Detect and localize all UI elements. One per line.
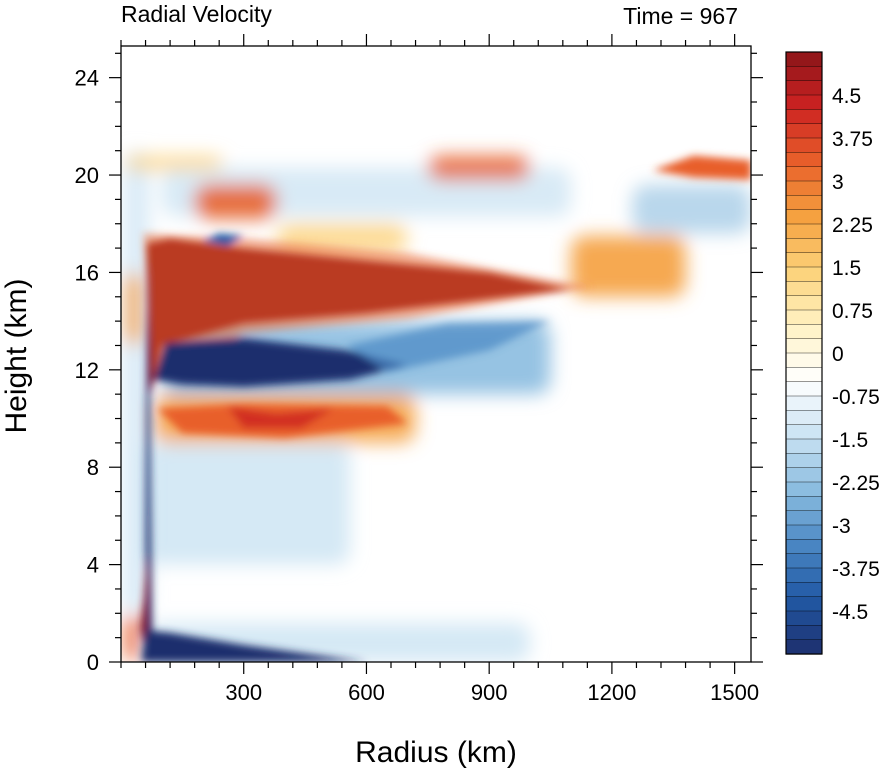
boundary-layer-inflow-core	[141, 630, 367, 662]
chart-title-left: Radial Velocity	[121, 1, 272, 27]
colorbar-bin	[785, 610, 823, 626]
x-axis-title: Radius (km)	[355, 736, 517, 769]
y-tick-label: 0	[87, 650, 99, 675]
colorbar-bin	[785, 252, 823, 268]
lower-weak-outflow	[125, 613, 142, 662]
upper-outflow-halo	[143, 233, 592, 382]
colorbar-bin	[785, 453, 823, 469]
colorbar-bin	[785, 625, 823, 641]
x-tick-label: 1200	[587, 680, 636, 705]
chart-title-right: Time = 967	[623, 3, 738, 29]
colorbar-bin	[785, 381, 823, 397]
field-core-layer	[139, 155, 751, 662]
colorbar-frame	[785, 51, 823, 655]
colorbar-bin	[785, 639, 823, 655]
colorbar-bin	[785, 438, 823, 454]
colorbar-bin	[785, 467, 823, 483]
upper-inflow-light-1350	[632, 184, 751, 234]
colorbar-bin	[785, 582, 823, 598]
weak-outflow-near-axis	[125, 272, 144, 346]
outflow-18km-250	[194, 184, 277, 219]
x-tick-label: 600	[348, 680, 385, 705]
outer-upper-outflow	[571, 235, 686, 297]
colorbar-bin	[785, 94, 823, 110]
weak-inflow-lower-trop	[145, 442, 351, 565]
colorbar-bin	[785, 324, 823, 340]
colorbar-bin	[785, 424, 823, 440]
y-tick-label: 16	[75, 260, 99, 285]
axis-ticks: 300 600 900 1200 1500 0 4 8 12 16 20 24	[75, 34, 763, 705]
x-tick-label: 300	[225, 680, 262, 705]
y-tick-label: 12	[75, 358, 99, 383]
colorbar-bin	[785, 152, 823, 168]
colorbar-label: 4.5	[832, 85, 861, 108]
colorbar-bin	[785, 281, 823, 297]
colorbar-bin	[785, 223, 823, 239]
colorbar-label: -4.5	[832, 601, 868, 624]
colorbar-label: -3	[832, 515, 851, 538]
colorbar-label: -1.5	[832, 429, 868, 452]
colorbar-bin	[785, 51, 823, 67]
colorbar-bin	[785, 180, 823, 196]
colorbar-label: -3.75	[832, 558, 880, 581]
colorbar-bin	[785, 166, 823, 182]
inflow-blob-17km-200	[202, 233, 244, 246]
colorbar-bin	[785, 553, 823, 569]
outflow-20km-850	[427, 155, 531, 180]
colorbar-label: -2.25	[832, 472, 880, 495]
colorbar-bin	[785, 238, 823, 254]
upper-inflow-core	[153, 338, 408, 387]
colorbar-bin	[785, 510, 823, 526]
colorbar-label: -0.75	[832, 386, 880, 409]
colorbar-bin	[785, 338, 823, 354]
colorbar-bin	[785, 524, 823, 540]
colorbar-label: 3	[832, 171, 844, 194]
colorbar-bin	[785, 266, 823, 282]
colorbar-bin	[785, 66, 823, 82]
colorbar-bin	[785, 195, 823, 211]
colorbar-bin	[785, 481, 823, 497]
colorbar-label: 0	[832, 343, 844, 366]
colorbar-bin	[785, 367, 823, 383]
colorbar-bin	[785, 295, 823, 311]
colorbar-label: 3.75	[832, 128, 873, 151]
colorbar-bin	[785, 309, 823, 325]
tropopause-outflow-core	[652, 155, 751, 180]
eyewall-inflow-column	[145, 248, 153, 662]
colorbar-bin	[785, 137, 823, 153]
colorbar-bin	[785, 209, 823, 225]
colorbar-label: 1.5	[832, 257, 861, 280]
y-tick-label: 24	[75, 66, 99, 91]
colorbar-bin	[785, 123, 823, 139]
outflow-20km-left	[125, 155, 224, 171]
colorbar-bin	[785, 395, 823, 411]
colorbar-bin	[785, 410, 823, 426]
field-diffuse-layer	[123, 150, 751, 662]
y-axis-title: Height (km)	[0, 278, 33, 433]
y-tick-label: 4	[87, 553, 99, 578]
colorbar-bin	[785, 80, 823, 96]
weak-inflow-near-axis	[123, 150, 150, 614]
velocity-field	[123, 150, 751, 662]
colorbar: 4.5 3.75 3 2.25 1.5 0.75 0 -0.75 -1.5 -2.25 -3 -3.7…	[785, 51, 880, 655]
colorbar-bin	[785, 496, 823, 512]
y-tick-label: 20	[75, 163, 99, 188]
upper-inflow-medium	[346, 321, 551, 373]
x-tick-label: 1500	[710, 680, 759, 705]
colorbar-bin	[785, 567, 823, 583]
colorbar-bin	[785, 596, 823, 612]
colorbar-bin	[785, 539, 823, 555]
plot-frame	[120, 45, 752, 663]
colorbar-bin	[785, 352, 823, 368]
colorbar-label: 0.75	[832, 300, 873, 323]
colorbar-bin	[785, 109, 823, 125]
mid-level-outflow-peak	[227, 406, 334, 429]
y-tick-label: 8	[87, 455, 99, 480]
eyewall-lower-outflow	[139, 552, 148, 643]
x-tick-label: 900	[471, 680, 508, 705]
colorbar-label: 2.25	[832, 214, 873, 237]
